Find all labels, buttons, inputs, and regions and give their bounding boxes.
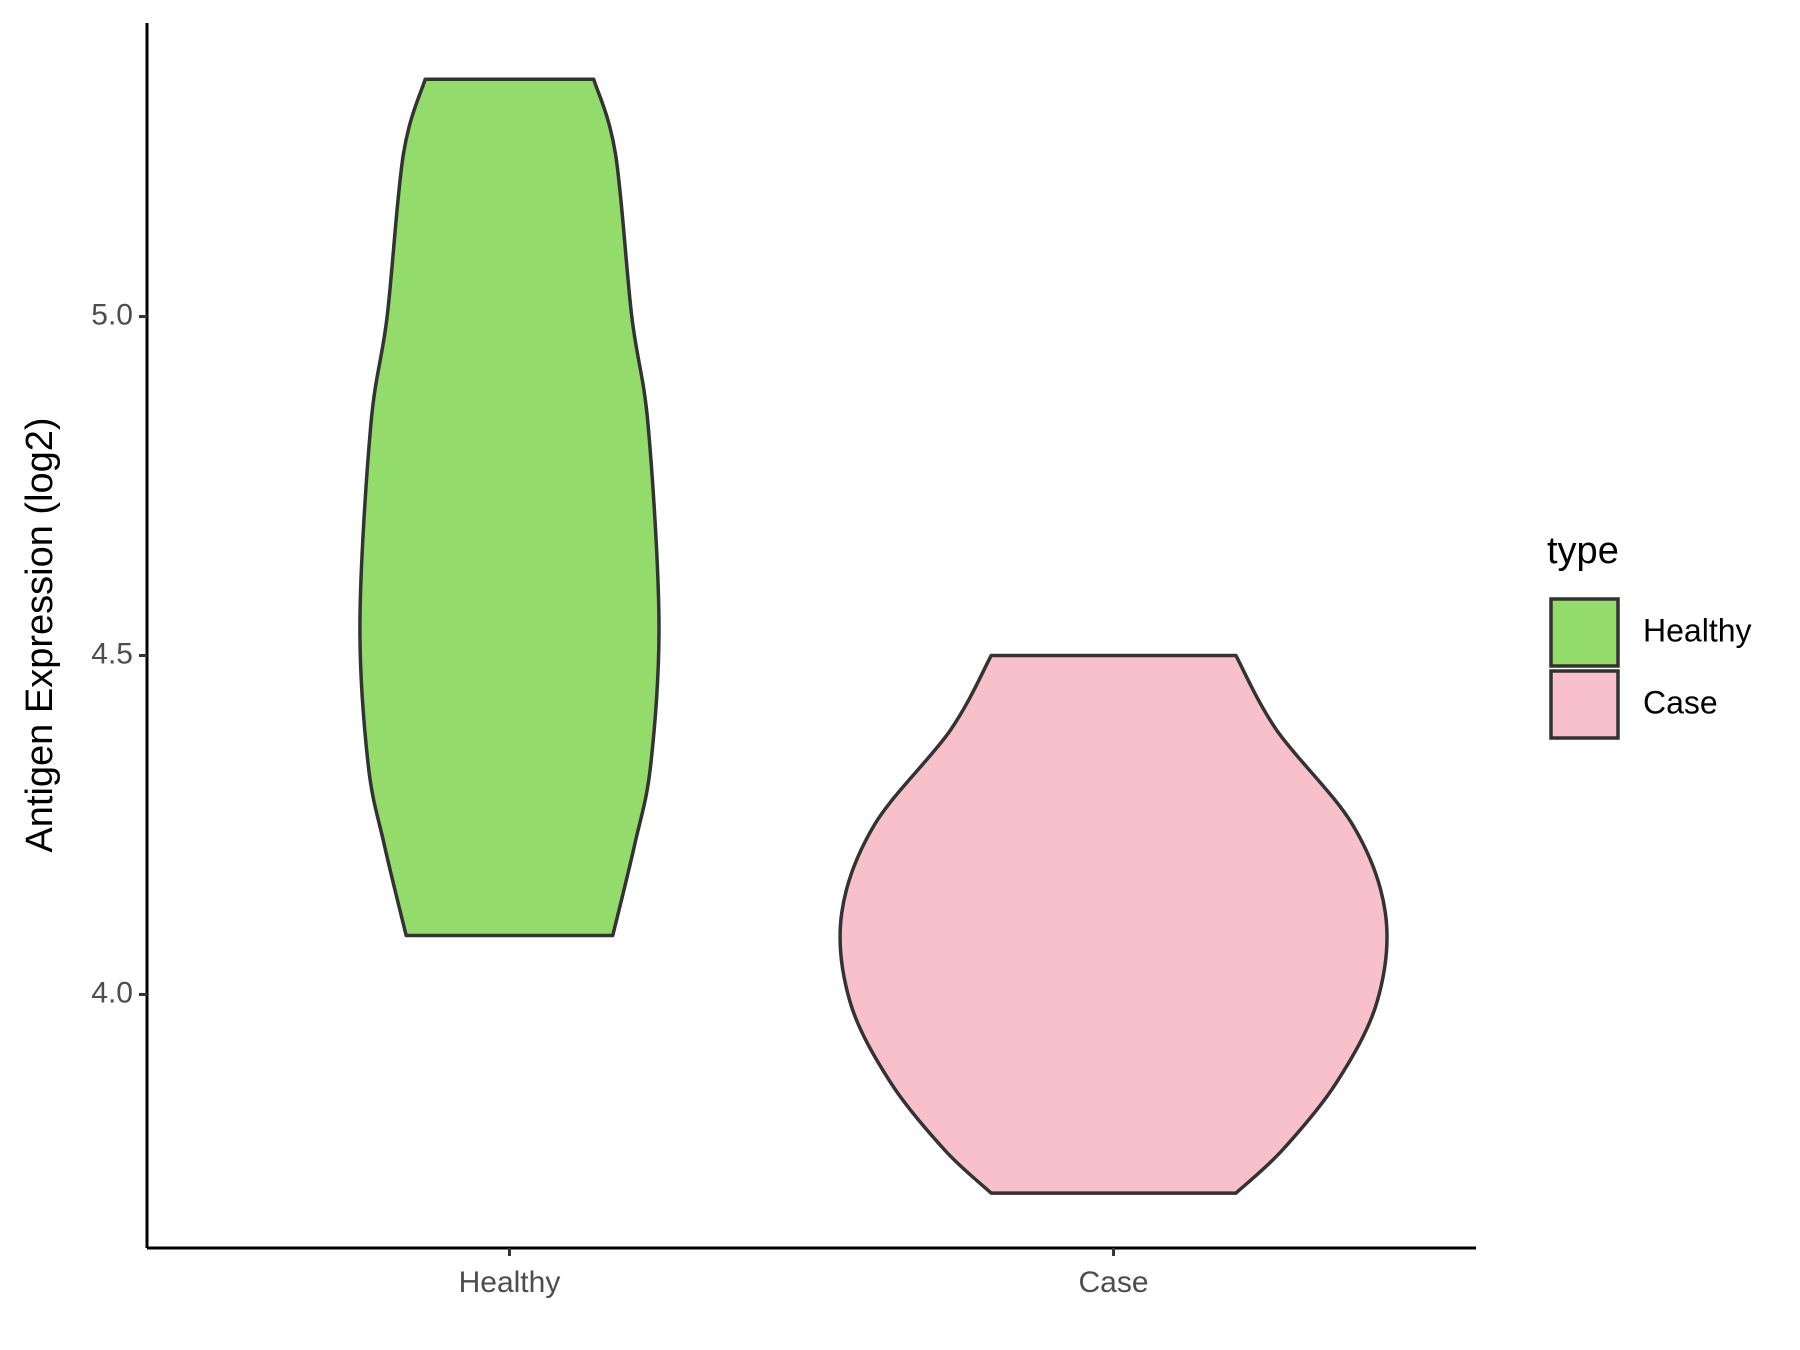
x-tick-label: Healthy — [459, 1266, 561, 1299]
violin — [358, 77, 661, 938]
legend-label: Healthy — [1643, 612, 1752, 648]
legend-swatch — [1549, 669, 1620, 740]
y-tick-label: 4.0 — [91, 976, 133, 1009]
violin — [838, 653, 1389, 1195]
y-axis-label: Antigen Expression (log2) — [19, 417, 61, 852]
legend-label: Case — [1643, 684, 1718, 720]
y-tick-label: 5.0 — [91, 298, 133, 331]
legend-title: type — [1547, 530, 1619, 572]
y-tick-label: 4.5 — [91, 637, 133, 670]
legend-swatch — [1549, 597, 1620, 668]
x-tick-label: Case — [1079, 1266, 1149, 1299]
